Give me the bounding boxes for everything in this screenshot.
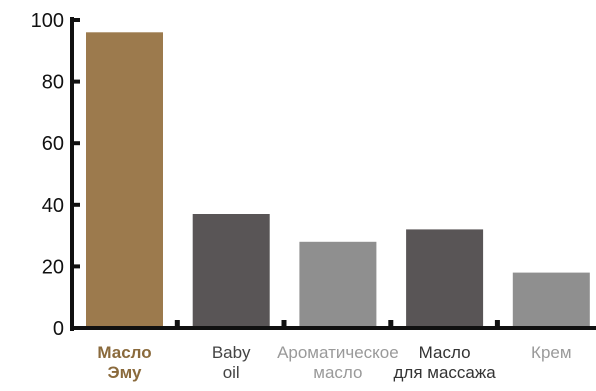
y-ticks-group: 0 20 40 60 80 100	[31, 10, 80, 340]
category-label-2-line-1: масло	[313, 363, 362, 382]
y-tick-label-3: 60	[42, 133, 64, 155]
bar-3	[406, 229, 484, 328]
category-label-4-line-0: Крем	[531, 343, 572, 362]
y-tick-label-1: 20	[42, 256, 64, 278]
bar-2	[299, 241, 377, 328]
x-tick-1	[174, 320, 180, 328]
y-tick-label-4: 80	[42, 72, 64, 94]
category-label-3-line-0: Масло	[419, 343, 471, 362]
x-tick-2	[281, 320, 287, 328]
category-label-1-line-1: oil	[223, 363, 240, 382]
y-tick-label-2: 40	[42, 195, 64, 217]
bar-4	[512, 272, 590, 328]
category-labels-group: МаслоЭмуBabyoilАроматическоемаслоМаслодл…	[97, 343, 571, 382]
category-label-0-line-1: Эму	[108, 363, 142, 382]
category-label-1-line-0: Baby	[212, 343, 251, 362]
category-label-3-line-1: для массажа	[393, 363, 496, 382]
y-tick-label-5: 100	[31, 10, 64, 32]
x-tick-3	[388, 320, 394, 328]
category-label-0-line-0: Масло	[97, 343, 151, 362]
category-label-2-line-0: Ароматическое	[277, 343, 399, 362]
y-tick-label-0: 0	[53, 318, 64, 340]
axis-group	[70, 17, 596, 331]
bar-0	[86, 32, 163, 329]
bar-1	[192, 214, 270, 328]
x-tick-4	[494, 320, 500, 328]
bars-group	[86, 32, 590, 329]
